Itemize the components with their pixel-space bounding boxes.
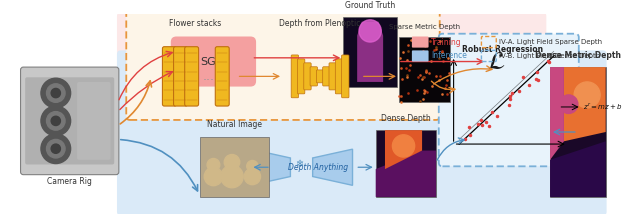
FancyBboxPatch shape bbox=[310, 67, 317, 86]
Circle shape bbox=[224, 155, 240, 170]
FancyBboxPatch shape bbox=[117, 12, 547, 124]
FancyBboxPatch shape bbox=[550, 67, 605, 197]
FancyBboxPatch shape bbox=[25, 77, 114, 164]
Text: Inference: Inference bbox=[431, 51, 467, 60]
Circle shape bbox=[207, 158, 220, 171]
FancyBboxPatch shape bbox=[77, 82, 111, 160]
FancyBboxPatch shape bbox=[215, 47, 229, 106]
FancyBboxPatch shape bbox=[200, 137, 269, 197]
Polygon shape bbox=[564, 67, 605, 141]
Text: ...: ... bbox=[203, 70, 215, 83]
FancyBboxPatch shape bbox=[399, 37, 450, 102]
Circle shape bbox=[41, 106, 70, 136]
Text: IV-B. Light Field Dense Depth: IV-B. Light Field Dense Depth bbox=[499, 53, 600, 59]
Text: $\mathcal{L}$: $\mathcal{L}$ bbox=[487, 49, 506, 74]
Text: $z^r=mz+b$: $z^r=mz+b$ bbox=[584, 102, 623, 112]
Polygon shape bbox=[385, 130, 422, 169]
Text: Ground Truth: Ground Truth bbox=[345, 1, 396, 10]
Polygon shape bbox=[357, 22, 383, 82]
Text: Flower stacks: Flower stacks bbox=[169, 19, 221, 28]
FancyBboxPatch shape bbox=[163, 47, 177, 106]
FancyBboxPatch shape bbox=[298, 59, 305, 94]
Text: Robust Regression: Robust Regression bbox=[462, 45, 543, 54]
Circle shape bbox=[41, 78, 70, 108]
Text: SGM: SGM bbox=[201, 57, 226, 66]
FancyBboxPatch shape bbox=[343, 17, 397, 87]
FancyBboxPatch shape bbox=[342, 55, 349, 98]
Circle shape bbox=[244, 168, 260, 185]
FancyBboxPatch shape bbox=[439, 34, 579, 166]
FancyBboxPatch shape bbox=[412, 50, 429, 61]
FancyBboxPatch shape bbox=[173, 47, 188, 106]
Text: IV-A. Light Field Sparse Depth: IV-A. Light Field Sparse Depth bbox=[499, 39, 602, 45]
Circle shape bbox=[41, 134, 70, 164]
FancyBboxPatch shape bbox=[185, 47, 198, 106]
Polygon shape bbox=[313, 149, 353, 185]
FancyBboxPatch shape bbox=[171, 37, 256, 87]
Circle shape bbox=[392, 135, 415, 157]
Polygon shape bbox=[376, 150, 436, 197]
Circle shape bbox=[47, 139, 65, 158]
Text: Depth Anything: Depth Anything bbox=[288, 163, 348, 172]
FancyBboxPatch shape bbox=[316, 70, 324, 83]
Text: Natural Image: Natural Image bbox=[207, 120, 262, 129]
Circle shape bbox=[47, 112, 65, 130]
Text: Sparse Metric Depth: Sparse Metric Depth bbox=[389, 24, 460, 30]
Text: ❄: ❄ bbox=[296, 160, 304, 169]
FancyBboxPatch shape bbox=[126, 6, 440, 120]
Text: Depth from Plenoptic: Depth from Plenoptic bbox=[280, 19, 361, 28]
Polygon shape bbox=[550, 67, 564, 160]
Circle shape bbox=[247, 160, 258, 172]
Circle shape bbox=[51, 88, 60, 98]
FancyBboxPatch shape bbox=[376, 130, 436, 197]
Circle shape bbox=[47, 84, 65, 102]
Text: Camera Rig: Camera Rig bbox=[47, 177, 92, 186]
FancyBboxPatch shape bbox=[329, 63, 337, 90]
Polygon shape bbox=[250, 149, 291, 185]
Circle shape bbox=[574, 82, 600, 108]
Polygon shape bbox=[550, 141, 605, 197]
Circle shape bbox=[51, 116, 60, 126]
FancyBboxPatch shape bbox=[323, 67, 330, 86]
Circle shape bbox=[221, 165, 243, 188]
FancyBboxPatch shape bbox=[412, 37, 429, 48]
Circle shape bbox=[359, 20, 381, 42]
FancyBboxPatch shape bbox=[335, 59, 342, 94]
Circle shape bbox=[51, 144, 60, 153]
FancyBboxPatch shape bbox=[304, 63, 311, 90]
FancyBboxPatch shape bbox=[20, 67, 119, 175]
Text: Dense Depth: Dense Depth bbox=[381, 114, 431, 123]
Circle shape bbox=[559, 95, 578, 114]
Text: Training: Training bbox=[431, 38, 462, 47]
Circle shape bbox=[204, 167, 223, 186]
Text: Dense Metric Depth: Dense Metric Depth bbox=[535, 51, 621, 60]
FancyBboxPatch shape bbox=[117, 50, 607, 215]
FancyBboxPatch shape bbox=[291, 55, 298, 98]
